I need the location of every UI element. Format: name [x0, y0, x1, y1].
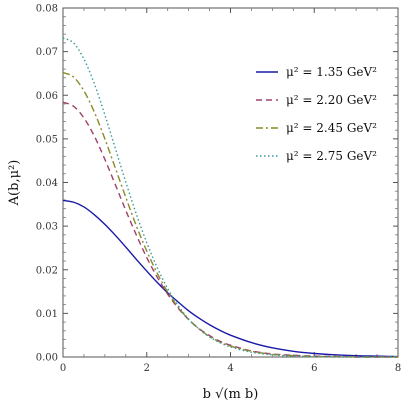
y-axis-title: A(b,μ²)	[7, 160, 22, 207]
series-layer	[62, 37, 399, 358]
legend: μ² = 1.35 GeV² μ² = 2.20 GeV² μ² = 2.45 Ge…	[256, 65, 377, 163]
x-axis-title: b √(m b)	[203, 387, 259, 402]
x-tick-label: 0	[60, 363, 66, 374]
y-tick-label: 0.00	[36, 353, 58, 364]
plot-frame	[62, 7, 399, 358]
x-tick-label: 6	[311, 363, 317, 374]
x-tick-label: 8	[395, 363, 401, 374]
plot-axes: 0 2 4 6 8 0.00 0.01 0.02 0.03 0.04 0.05 0.06 0.07 0.0…	[36, 4, 401, 375]
series-line-1	[62, 199, 399, 358]
legend-label-4: μ² = 2.75 GeV²	[286, 149, 377, 163]
legend-label-3: μ² = 2.45 GeV²	[286, 121, 377, 135]
y-tick-label: 0.03	[36, 222, 58, 233]
y-tick-label: 0.06	[36, 91, 58, 102]
series-line-4	[62, 37, 398, 358]
x-tick-label: 2	[144, 363, 150, 374]
y-tick-label: 0.01	[36, 309, 58, 320]
x-tick-label: 4	[227, 363, 233, 374]
series-line-3	[62, 71, 398, 358]
legend-label-2: μ² = 2.20 GeV²	[286, 93, 377, 107]
legend-label-1: μ² = 1.35 GeV²	[286, 65, 377, 79]
y-tick-label: 0.08	[36, 4, 58, 15]
y-tick-label: 0.04	[36, 178, 58, 189]
y-axis-title-group: A(b,μ²)	[7, 160, 22, 207]
y-tick-label: 0.02	[36, 265, 58, 276]
y-tick-label: 0.07	[36, 47, 58, 58]
y-tick-label: 0.05	[36, 134, 58, 145]
series-line-2	[62, 101, 398, 358]
